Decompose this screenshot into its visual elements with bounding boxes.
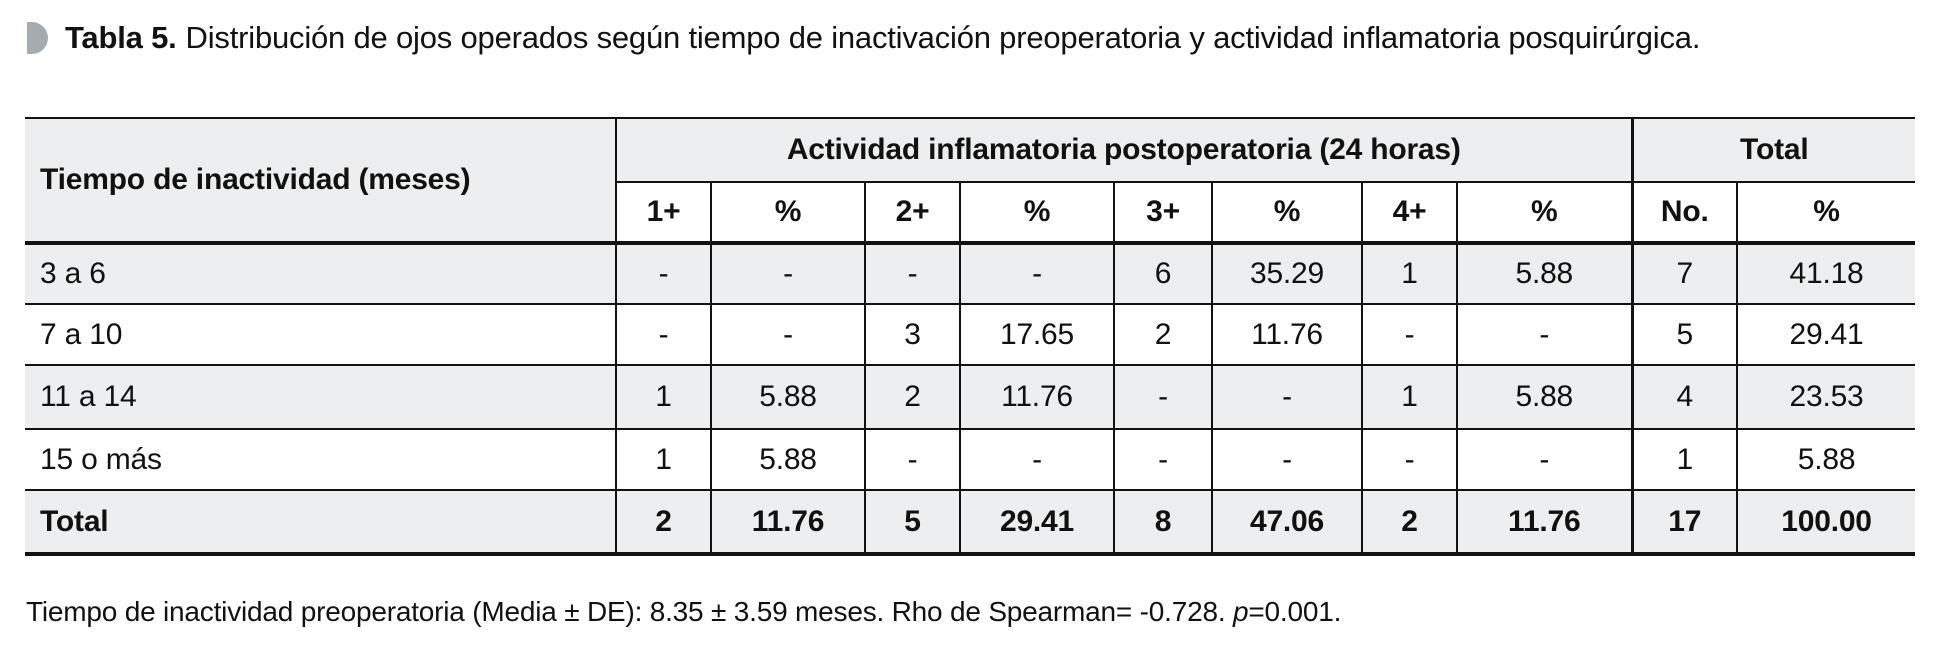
data-cell: 5.88	[1457, 365, 1634, 430]
row-label-cell: 15 o más	[25, 429, 617, 491]
data-cell: -	[1114, 429, 1213, 491]
data-cell: -	[865, 243, 961, 305]
subheader-cell: 1+	[616, 182, 712, 245]
subheader-cell: 2+	[865, 182, 961, 245]
caption-description: Distribución de ojos operados según tiem…	[185, 20, 1701, 55]
data-cell: -	[1362, 304, 1458, 366]
data-cell: 29.41	[1737, 304, 1916, 366]
data-cell: -	[1362, 429, 1458, 491]
total-data-cell: 17	[1632, 490, 1739, 556]
data-cell: 5	[1632, 304, 1739, 366]
data-cell: 23.53	[1737, 365, 1916, 430]
data-cell: -	[1212, 365, 1363, 430]
group-header-total: Total	[1632, 118, 1916, 183]
data-cell: 2	[865, 365, 961, 430]
subheader-cell: %	[960, 182, 1115, 245]
footnote-p-value: =0.001.	[1248, 596, 1342, 627]
subheader-cell: 3+	[1114, 182, 1213, 245]
footnote-text: Tiempo de inactividad preoperatoria (Med…	[26, 596, 1233, 627]
row-label-cell: 11 a 14	[25, 365, 617, 430]
group-header-activity: Actividad inflamatoria postoperatoria (2…	[616, 118, 1634, 183]
data-cell: -	[960, 243, 1115, 305]
header-row-subcolumns: 1+ % 2+ % 3+ % 4+ % No. %	[25, 182, 1916, 245]
data-cell: 1	[1362, 365, 1458, 430]
data-cell: 5.88	[711, 365, 866, 430]
data-cell: 7	[1632, 243, 1739, 305]
subheader-cell: %	[1457, 182, 1634, 245]
data-cell: -	[1457, 429, 1634, 491]
table-row: 11 a 14 1 5.88 2 11.76 - - 1 5.88 4 23.5…	[25, 365, 1916, 430]
data-cell: -	[711, 243, 866, 305]
subheader-cell: 4+	[1362, 182, 1458, 245]
caption-text: Tabla 5. Distribución de ojos operados se…	[65, 20, 1700, 56]
data-cell: -	[960, 429, 1115, 491]
data-cell: -	[865, 429, 961, 491]
row-label-cell: 7 a 10	[25, 304, 617, 366]
data-cell: 6	[1114, 243, 1213, 305]
total-row: Total 2 11.76 5 29.41 8 47.06 2 11.76 17…	[25, 490, 1916, 556]
data-cell: 4	[1632, 365, 1739, 430]
table-row: 3 a 6 - - - - 6 35.29 1 5.88 7 41.18	[25, 243, 1916, 305]
corner-header-cell: Tiempo de inactividad (meses)	[25, 118, 617, 245]
total-data-cell: 100.00	[1737, 490, 1916, 556]
data-cell: 1	[616, 365, 712, 430]
data-cell: 5.88	[1737, 429, 1916, 491]
total-label-cell: Total	[25, 490, 617, 556]
subheader-cell: %	[1212, 182, 1363, 245]
total-data-cell: 5	[865, 490, 961, 556]
total-data-cell: 8	[1114, 490, 1213, 556]
data-cell: -	[1457, 304, 1634, 366]
total-data-cell: 2	[616, 490, 712, 556]
caption-bullet-icon	[27, 22, 48, 54]
data-cell: 3	[865, 304, 961, 366]
data-cell: 1	[1362, 243, 1458, 305]
total-data-cell: 2	[1362, 490, 1458, 556]
table-footnote: Tiempo de inactividad preoperatoria (Med…	[26, 596, 1341, 628]
data-cell: 1	[616, 429, 712, 491]
total-data-cell: 47.06	[1212, 490, 1363, 556]
subheader-cell: No.	[1632, 182, 1739, 245]
footnote-p-symbol: p	[1233, 596, 1249, 627]
total-data-cell: 29.41	[960, 490, 1115, 556]
data-cell: -	[616, 304, 712, 366]
data-cell: 5.88	[711, 429, 866, 491]
data-cell: 17.65	[960, 304, 1115, 366]
data-cell: 1	[1632, 429, 1739, 491]
table-caption: Tabla 5. Distribución de ojos operados se…	[27, 20, 1700, 56]
data-cell: -	[1212, 429, 1363, 491]
total-data-cell: 11.76	[1457, 490, 1634, 556]
data-cell: -	[1114, 365, 1213, 430]
data-cell: 35.29	[1212, 243, 1363, 305]
table-row: 15 o más 1 5.88 - - - - - - 1 5.88	[25, 429, 1916, 491]
data-table: Tiempo de inactividad (meses) Actividad …	[25, 117, 1916, 556]
header-row-groups: Tiempo de inactividad (meses) Actividad …	[25, 118, 1916, 245]
subheader-cell: %	[711, 182, 866, 245]
data-cell: -	[616, 243, 712, 305]
data-cell: 2	[1114, 304, 1213, 366]
caption-label: Tabla 5.	[65, 20, 177, 55]
data-cell: 11.76	[1212, 304, 1363, 366]
data-cell: 11.76	[960, 365, 1115, 430]
subheader-cell: %	[1737, 182, 1916, 245]
total-data-cell: 11.76	[711, 490, 866, 556]
row-label-cell: 3 a 6	[25, 243, 617, 305]
data-cell: -	[711, 304, 866, 366]
data-cell: 41.18	[1737, 243, 1916, 305]
table-row: 7 a 10 - - 3 17.65 2 11.76 - - 5 29.41	[25, 304, 1916, 366]
data-cell: 5.88	[1457, 243, 1634, 305]
